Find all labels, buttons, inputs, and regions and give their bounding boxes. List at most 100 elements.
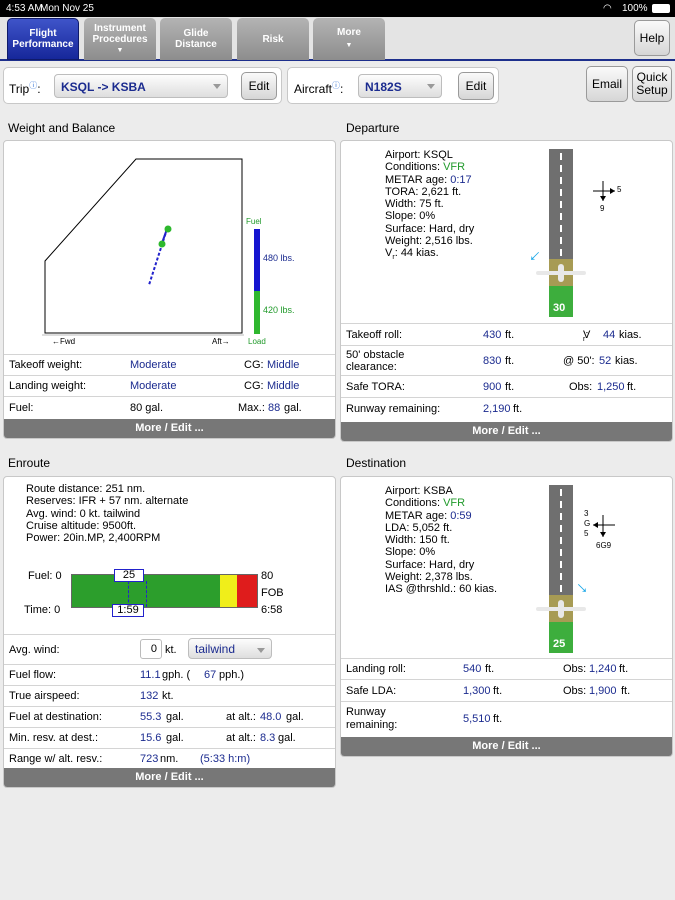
quick-setup-button[interactable]: Quick Setup — [632, 66, 672, 102]
row-value: 430 — [483, 329, 502, 341]
row-label: Safe LDA: — [346, 685, 397, 697]
row-label: Min. resv. at dest.: — [9, 732, 99, 744]
wind-headwind: 9 — [600, 204, 605, 213]
trip-edit-button[interactable]: Edit — [241, 72, 277, 100]
tab-more[interactable]: More ▼ — [313, 18, 385, 60]
destination-panel: Airport: KSBA Conditions: VFR METAR age:… — [340, 476, 673, 757]
row-unit: ft. — [621, 685, 631, 697]
quick-setup-label: Setup — [636, 83, 668, 97]
row-value: 52 — [599, 355, 612, 367]
wifi-icon: ◠ — [603, 3, 612, 14]
row-unit: kt. — [162, 690, 174, 702]
load-bar — [254, 291, 260, 334]
enroute-info: Route distance: 251 nm. Reserves: IFR + … — [26, 483, 189, 545]
row-value: 2,190 — [483, 403, 511, 415]
wind-headwind: 3 — [584, 509, 589, 518]
trip-label: Tripⓘ: — [9, 81, 41, 96]
row-label: Obs: — [563, 685, 587, 697]
help-button[interactable]: Help — [634, 20, 670, 56]
email-button[interactable]: Email — [586, 66, 628, 102]
enroute-row-true-airspeed: True airspeed: 132 kt. — [4, 685, 335, 706]
row-value: 48.0 — [260, 711, 282, 723]
trip-select[interactable]: KSQL -> KSBA — [54, 74, 228, 98]
info-icon[interactable]: ⓘ — [29, 81, 38, 90]
row-label: clearance: — [346, 361, 397, 373]
row-label: Takeoff roll: — [346, 329, 403, 341]
cg-envelope — [44, 158, 243, 334]
enroute-more-edit-button[interactable]: More / Edit ... — [4, 768, 335, 787]
tab-glide-distance[interactable]: Glide Distance — [160, 18, 232, 60]
aircraft-select[interactable]: N182S — [358, 74, 442, 98]
destination-row-landing-roll: Landing roll: 540 ft. Obs: 1,240 ft. — [341, 658, 672, 679]
tab-instrument-procedures[interactable]: Instrument Procedures ▼ — [84, 18, 156, 60]
departure-panel: Airport: KSQL Conditions: VFR METAR age:… — [340, 140, 673, 442]
aircraft-edit-button[interactable]: Edit — [458, 72, 494, 100]
fuel-timeline-bar[interactable] — [71, 574, 258, 608]
departure-runway-number: 30 — [553, 302, 566, 314]
tab-label: Flight — [29, 28, 57, 39]
row-unit: pph.) — [219, 669, 245, 681]
trip-group: Tripⓘ: KSQL -> KSBA Edit — [3, 67, 282, 104]
row-value: 80 gal. — [130, 402, 164, 414]
row-label: at alt.: — [226, 711, 256, 723]
destination-row-safe-lda: Safe LDA: 1,300 ft. Obs: 1,900 ft. — [341, 679, 672, 701]
tab-label: Glide — [183, 28, 209, 39]
departure-more-edit-button[interactable]: More / Edit ... — [341, 422, 672, 441]
row-label: Avg. wind: — [9, 644, 60, 656]
aircraft-group: Aircraftⓘ: N182S Edit — [287, 67, 499, 104]
row-label: Fuel at destination: — [9, 711, 102, 723]
avg-wind-input[interactable]: 0 — [140, 639, 162, 659]
tab-label: Instrument — [94, 22, 146, 34]
cg-takeoff-point — [164, 225, 172, 233]
destination-row-runway-remaining: Runway remaining: 5,510 ft. — [341, 701, 672, 739]
row-value: Middle — [267, 380, 300, 392]
row-label: Fuel: — [9, 402, 34, 414]
destination-runway-number: 25 — [553, 638, 566, 650]
destination-title: Destination — [346, 456, 407, 470]
departure-info: Airport: KSQL Conditions: VFR METAR age:… — [385, 149, 475, 262]
row-label: Range w/ alt. resv.: — [9, 753, 103, 765]
info-icon[interactable]: ⓘ — [332, 81, 341, 90]
departure-runway: 30 — [536, 149, 586, 317]
trip-aircraft-bar: Tripⓘ: KSQL -> KSBA Edit Aircraftⓘ: N182… — [0, 63, 675, 108]
enroute-panel: Route distance: 251 nm. Reserves: IFR + … — [3, 476, 336, 788]
row-unit: nm. — [160, 753, 179, 765]
row-label: Safe TORA: — [346, 381, 405, 393]
tab-risk[interactable]: Risk — [237, 18, 309, 60]
wb-more-edit-button[interactable]: More / Edit ... — [4, 419, 335, 438]
tab-label: Performance — [12, 39, 74, 50]
row-unit: ft. — [493, 713, 503, 725]
row-unit: gal. — [278, 732, 296, 744]
row-unit: kt. — [165, 644, 177, 656]
row-value: (5:33 h:m) — [200, 753, 251, 765]
row-value: 44 — [603, 329, 616, 341]
enroute-row-range: Range w/ alt. resv.: 723 nm. (5:33 h:m) — [4, 748, 335, 770]
wind-icon — [593, 181, 615, 201]
departure-row-runway-remaining: Runway remaining: 2,190 ft. — [341, 397, 672, 421]
row-value: Moderate — [130, 380, 177, 392]
cg-envelope-chart[interactable] — [4, 141, 336, 356]
row-value: 1,250 — [597, 381, 625, 393]
tab-flight-performance[interactable]: Flight Performance — [7, 18, 79, 60]
wb-row-landing: Landing weight: Moderate CG: Middle — [4, 375, 335, 396]
enroute-title: Enroute — [8, 456, 51, 470]
wind-direction-select[interactable]: tailwind — [188, 638, 272, 659]
destination-more-edit-button[interactable]: More / Edit ... — [341, 737, 672, 756]
fob-label: FOB — [261, 587, 284, 599]
row-value: 15.6 — [140, 732, 162, 744]
aircraft-label: Aircraftⓘ: — [294, 81, 344, 96]
destination-info: Airport: KSBA Conditions: VFR METAR age:… — [385, 485, 498, 596]
row-unit: gal. — [286, 711, 304, 723]
status-date: Mon Nov 25 — [40, 3, 94, 14]
row-unit: gph. ( — [162, 669, 191, 681]
quick-setup-label: Quick — [636, 70, 668, 84]
wb-row-takeoff: Takeoff weight: Moderate CG: Middle — [4, 354, 335, 375]
row-unit: ft. — [505, 381, 515, 393]
time-timeline-label: Time: 0 — [24, 604, 61, 616]
row-unit: ft. — [485, 663, 495, 675]
tab-label: Procedures — [92, 33, 148, 45]
fuel-bar — [254, 229, 260, 291]
row-unit: ft. — [505, 329, 515, 341]
fuel-end: 80 — [261, 570, 274, 582]
row-label: Obs: — [563, 663, 587, 675]
